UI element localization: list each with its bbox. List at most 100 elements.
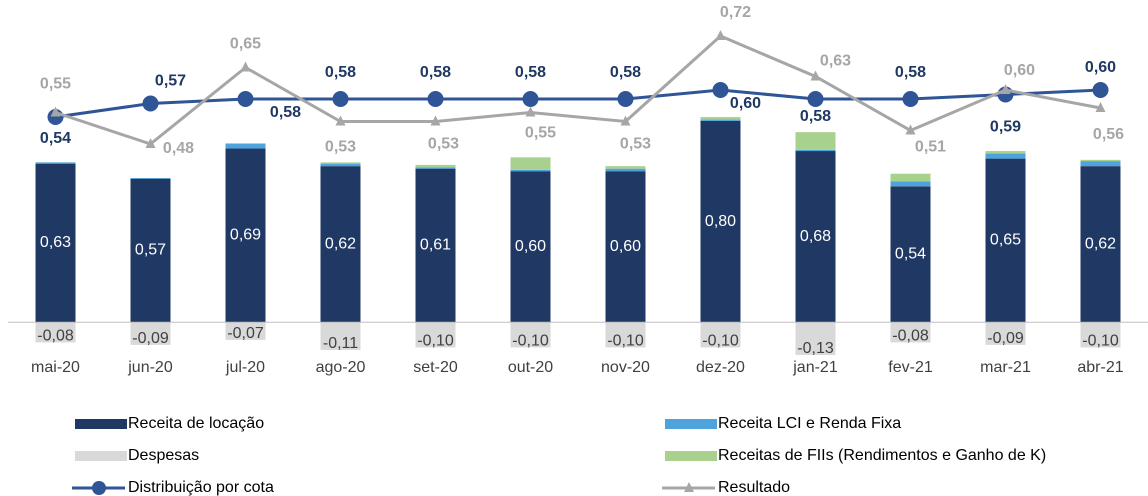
line-value-label: 0,58 [270, 104, 301, 121]
bar-segment [35, 322, 76, 343]
x-tick-label: jan-21 [792, 359, 838, 376]
bar-segment [605, 168, 646, 172]
bar-segment [700, 119, 741, 121]
bar-value-label: 0,69 [230, 227, 261, 244]
line-value-label: 0,53 [428, 136, 459, 153]
line-marker [617, 91, 634, 107]
legend-label: Receita de locação [128, 415, 264, 432]
line [55, 88, 1101, 119]
bar-segment [985, 158, 1026, 323]
line-value-label: 0,65 [230, 36, 261, 53]
bar-value-label: 0,61 [420, 237, 451, 254]
line-value-label: 0,51 [915, 139, 946, 156]
bar-value-label: 0,65 [990, 232, 1021, 249]
bar-segment [700, 117, 741, 120]
line-value-label: 0,54 [40, 130, 71, 147]
line-value-label: 0,55 [40, 76, 71, 93]
bar-value-label: 0,60 [515, 238, 546, 255]
line-marker [240, 61, 251, 72]
bar-segment [510, 169, 551, 172]
line-value-label: 0,58 [610, 64, 641, 81]
legend-label: Receitas de FIIs (Rendimentos e Ganho de… [718, 447, 1046, 464]
legend-label: Receita LCI e Renda Fixa [718, 415, 901, 432]
bar-segment [320, 166, 361, 323]
line-value-label: 0,60 [1004, 62, 1035, 79]
bar-segment [795, 149, 836, 152]
bar-segment [985, 322, 1026, 345]
bar-segment [1080, 159, 1121, 162]
x-tick-label: out-20 [508, 359, 553, 376]
line-marker [332, 91, 349, 107]
bar-segment [890, 173, 931, 182]
bar-value-label: 0,68 [800, 228, 831, 245]
bar-value-label: 0,57 [135, 242, 166, 259]
line-marker [1000, 84, 1011, 94]
x-tick-label: dez-20 [696, 359, 745, 376]
line-value-label: 0,57 [155, 73, 186, 90]
x-tick-label: abr-21 [1077, 359, 1123, 376]
line-marker [810, 70, 821, 81]
bar-value-label: -0,10 [417, 333, 454, 350]
bar-segment [225, 148, 266, 323]
bar-value-label: 0,80 [705, 213, 736, 230]
bar-value-label: -0,10 [512, 333, 549, 350]
legend-marker [92, 481, 106, 495]
bar-segment [605, 166, 646, 169]
line-marker [430, 115, 441, 126]
bar-segment [795, 322, 836, 355]
bar-value-label: -0,10 [607, 333, 644, 350]
bar-value-label: 0,62 [325, 235, 356, 252]
bar-segment [35, 162, 76, 164]
line-value-label: 0,60 [730, 95, 761, 112]
bar-value-label: -0,09 [132, 330, 169, 347]
line-marker [142, 95, 159, 112]
bar-value-label: -0,09 [987, 330, 1024, 347]
line-marker [335, 115, 346, 126]
bar-segment [795, 132, 836, 150]
bar-segment [415, 167, 456, 169]
bar-segment [700, 120, 741, 323]
bar-segment [130, 177, 171, 179]
line-value-label: 0,53 [620, 136, 651, 153]
bar-segment [1080, 161, 1121, 167]
line-value-label: 0,53 [325, 139, 356, 156]
line-marker [427, 91, 444, 107]
bar-segment [415, 164, 456, 168]
bar-segment [700, 322, 741, 348]
x-tick-label: nov-20 [601, 359, 650, 376]
bar-value-label: -0,11 [323, 335, 358, 352]
bar-value-label: -0,08 [37, 328, 74, 345]
bar-segment [510, 157, 551, 170]
line-value-label: 0,63 [820, 53, 851, 70]
line-marker [620, 115, 631, 126]
bar-segment [1080, 166, 1121, 323]
bar-segment [795, 151, 836, 323]
line [55, 34, 1101, 146]
line-value-label: 0,48 [163, 140, 194, 157]
bar-segment [605, 322, 646, 348]
line-value-label: 0,58 [420, 64, 451, 81]
bar-segment [985, 151, 1026, 154]
bar-segment [415, 322, 456, 348]
line-value-label: 0,56 [1093, 126, 1124, 143]
bar-segment [225, 143, 266, 149]
bar-segment [130, 178, 171, 323]
line-marker [237, 91, 254, 107]
legend-swatch [75, 451, 127, 461]
bar-value-label: 0,60 [610, 238, 641, 255]
bar-value-label: -0,13 [797, 340, 834, 357]
line-marker [522, 91, 539, 107]
x-tick-label: ago-20 [316, 359, 366, 376]
line-value-label: 0,58 [895, 64, 926, 81]
legend-label: Despesas [128, 447, 199, 464]
x-tick-label: jun-20 [127, 359, 173, 376]
x-tick-label: mar-21 [980, 359, 1031, 376]
line-value-label: 0,58 [325, 64, 356, 81]
bar-value-label: -0,07 [227, 325, 264, 342]
bar-segment [130, 322, 171, 345]
bar-value-label: -0,10 [702, 333, 739, 350]
legend-marker [684, 482, 694, 492]
line-marker [715, 30, 726, 40]
line-marker [905, 124, 916, 135]
